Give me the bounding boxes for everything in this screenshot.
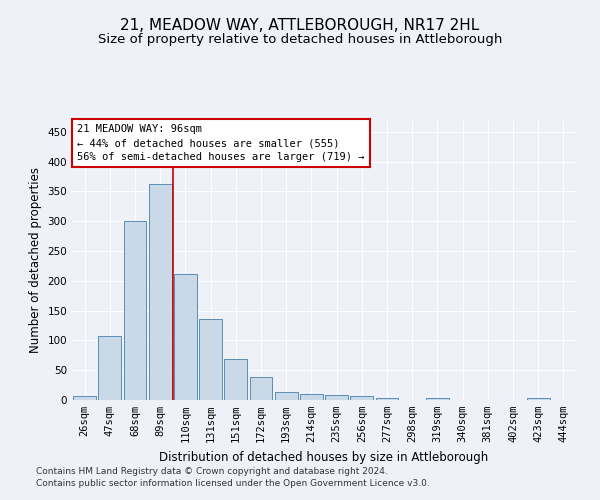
Bar	[224, 360, 247, 400]
Bar	[376, 398, 398, 400]
Bar	[149, 184, 172, 400]
Bar	[199, 319, 222, 400]
Bar	[527, 398, 550, 400]
Bar	[174, 274, 197, 400]
Text: Contains HM Land Registry data © Crown copyright and database right 2024.
Contai: Contains HM Land Registry data © Crown c…	[36, 466, 430, 487]
Y-axis label: Number of detached properties: Number of detached properties	[29, 167, 42, 353]
X-axis label: Distribution of detached houses by size in Attleborough: Distribution of detached houses by size …	[160, 450, 488, 464]
Text: 21, MEADOW WAY, ATTLEBOROUGH, NR17 2HL: 21, MEADOW WAY, ATTLEBOROUGH, NR17 2HL	[121, 18, 479, 32]
Bar	[300, 394, 323, 400]
Text: 21 MEADOW WAY: 96sqm
← 44% of detached houses are smaller (555)
56% of semi-deta: 21 MEADOW WAY: 96sqm ← 44% of detached h…	[77, 124, 365, 162]
Bar	[426, 398, 449, 400]
Bar	[350, 396, 373, 400]
Bar	[73, 396, 96, 400]
Bar	[124, 222, 146, 400]
Bar	[98, 336, 121, 400]
Bar	[325, 394, 348, 400]
Text: Size of property relative to detached houses in Attleborough: Size of property relative to detached ho…	[98, 32, 502, 46]
Bar	[275, 392, 298, 400]
Bar	[250, 378, 272, 400]
